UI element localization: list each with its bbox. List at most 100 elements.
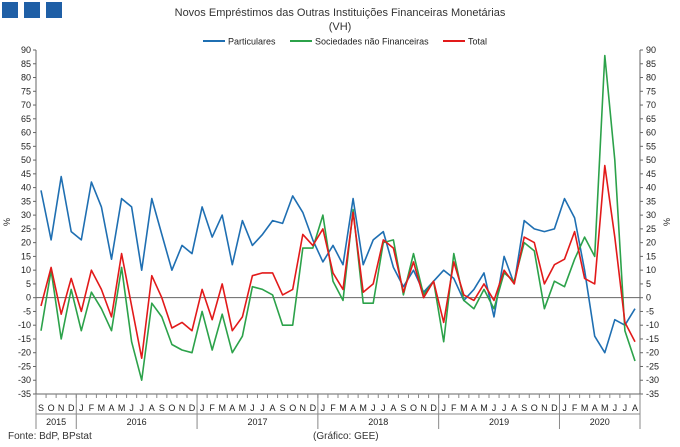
year-label: 2015 (46, 417, 66, 427)
y-tick-label-right: 75 (646, 86, 656, 96)
x-tick-label: N (541, 403, 548, 413)
y-tick-label-left: 40 (21, 183, 31, 193)
chart-title: Novos Empréstimos das Outras Instituiçõe… (174, 7, 506, 19)
x-tick-label: A (229, 403, 235, 413)
x-tick-label: S (38, 403, 44, 413)
y-tick-label-right: 25 (646, 224, 656, 234)
x-tick-label: J (129, 403, 134, 413)
series-line-particulares (40, 175, 636, 354)
x-tick-label: J (260, 403, 265, 413)
legend-label: Sociedades não Financeiras (315, 37, 429, 47)
line-chart: Particulares Sociedades não Financeiras To… (2, 37, 672, 429)
y-tick-label-right: 5 (646, 279, 651, 289)
y-tick-label-left: -15 (18, 334, 31, 344)
y-tick-label-left: 25 (21, 224, 31, 234)
x-tick-label: S (521, 403, 527, 413)
y-tick-label-left: 5 (26, 279, 31, 289)
x-tick-label: J (79, 403, 84, 413)
x-tick-label: N (300, 403, 307, 413)
x-tick-label: A (350, 403, 356, 413)
y-tick-label-left: 50 (21, 155, 31, 165)
y-tick-label-left: 30 (21, 210, 31, 220)
x-tick-label: O (168, 403, 175, 413)
x-tick-label: O (289, 403, 296, 413)
y-tick-label-left: 45 (21, 169, 31, 179)
y-tick-label-right: 85 (646, 59, 656, 69)
logo-square (46, 2, 62, 18)
x-tick-label: D (189, 403, 196, 413)
y-tick-label-right: 35 (646, 196, 656, 206)
y-tick-label-right: -10 (646, 320, 659, 330)
x-tick-label: O (48, 403, 55, 413)
y-tick-label-left: 90 (21, 45, 31, 55)
x-tick-label: N (179, 403, 186, 413)
x-tick-label: J (139, 403, 144, 413)
source-note: Fonte: BdP, BPstat (8, 431, 92, 442)
x-tick-label: A (390, 403, 396, 413)
x-tick-label: S (159, 403, 165, 413)
logo-square (2, 2, 18, 18)
x-tick-label: A (511, 403, 517, 413)
y-tick-label-right: 60 (646, 128, 656, 138)
y-tick-label-right: 55 (646, 141, 656, 151)
x-tick-label: S (400, 403, 406, 413)
y-tick-label-right: -20 (646, 348, 659, 358)
y-tick-label-left: -35 (18, 389, 31, 399)
y-tick-label-left: -20 (18, 348, 31, 358)
y-tick-label-left: -25 (18, 361, 31, 371)
y-tick-label-left: 85 (21, 59, 31, 69)
chart-credit: (Gráfico: GEE) (313, 431, 379, 442)
y-tick-label-left: 20 (21, 238, 31, 248)
y-axis-label-right: % (662, 218, 672, 226)
y-tick-label-right: 30 (646, 210, 656, 220)
y-tick-label-left: -5 (23, 306, 31, 316)
x-tick-label: D (68, 403, 75, 413)
x-tick-label: N (58, 403, 65, 413)
x-tick-label: M (359, 403, 367, 413)
x-tick-label: O (531, 403, 538, 413)
x-tick-label: A (270, 403, 276, 413)
legend-label: Particulares (228, 37, 276, 47)
x-tick-label: J (613, 403, 618, 413)
x-tick-label: J (200, 403, 205, 413)
x-tick-label: A (632, 403, 638, 413)
y-tick-label-right: 10 (646, 265, 656, 275)
y-tick-label-left: 0 (26, 293, 31, 303)
y-tick-label-right: 0 (646, 293, 651, 303)
year-label: 2018 (368, 417, 388, 427)
x-tick-label: J (623, 403, 628, 413)
x-tick-label: J (381, 403, 386, 413)
x-tick-label: A (108, 403, 114, 413)
x-tick-label: A (149, 403, 155, 413)
y-tick-label-right: 90 (646, 45, 656, 55)
x-tick-label: S (280, 403, 286, 413)
y-tick-label-right: -35 (646, 389, 659, 399)
x-tick-label: F (451, 403, 457, 413)
y-tick-label-right: 20 (646, 238, 656, 248)
x-tick-label: M (218, 403, 226, 413)
y-tick-label-left: 75 (21, 86, 31, 96)
x-tick-label: F (89, 403, 95, 413)
y-tick-label-left: 80 (21, 73, 31, 83)
y-tick-label-right: -25 (646, 361, 659, 371)
y-axis-label-left: % (2, 218, 12, 226)
y-tick-label-right: 70 (646, 100, 656, 110)
x-tick-label: F (209, 403, 215, 413)
x-tick-label: D (551, 403, 558, 413)
year-label: 2016 (127, 417, 147, 427)
x-tick-label: J (562, 403, 567, 413)
y-tick-label-left: 60 (21, 128, 31, 138)
y-tick-label-left: 70 (21, 100, 31, 110)
x-tick-label: D (430, 403, 437, 413)
x-tick-label: M (239, 403, 247, 413)
x-tick-label: A (471, 403, 477, 413)
y-tick-label-left: 35 (21, 196, 31, 206)
y-tick-label-right: -15 (646, 334, 659, 344)
x-tick-label: O (410, 403, 417, 413)
x-tick-label: J (502, 403, 507, 413)
x-tick-label: M (460, 403, 468, 413)
y-tick-label-right: 65 (646, 114, 656, 124)
y-tick-label-right: 40 (646, 183, 656, 193)
x-tick-label: M (339, 403, 347, 413)
y-tick-label-left: 10 (21, 265, 31, 275)
